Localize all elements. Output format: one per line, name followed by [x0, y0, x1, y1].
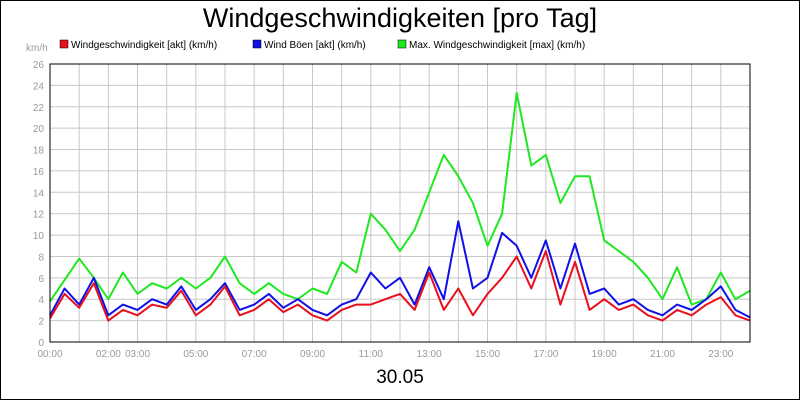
x-tick-label: 03:00 [125, 349, 150, 360]
x-tick-label: 17:00 [533, 349, 558, 360]
chart-title: Windgeschwindigkeiten [pro Tag] [202, 3, 598, 33]
series-group [49, 91, 751, 322]
y-tick-label: 2 [38, 317, 44, 328]
x-tick-label: 19:00 [592, 349, 617, 360]
legend: Windgeschwindigkeit [akt] (km/h) Wind Böe… [59, 39, 585, 51]
y-tick-label: 20 [33, 124, 45, 135]
series-line [49, 250, 751, 322]
y-tick-label: 18 [33, 146, 45, 157]
y-tick-label: 8 [38, 252, 44, 263]
date-label: 30.05 [376, 367, 424, 388]
x-tick-label: 13:00 [417, 349, 442, 360]
x-axis: 00:00 02:00 03:00 05:00 07:00 09:00 11:00 13:00… [37, 349, 733, 360]
y-tick-label: 16 [33, 167, 45, 178]
y-tick-label: 0 [38, 338, 44, 349]
x-tick-label: 07:00 [242, 349, 267, 360]
y-axis-unit-label: km/h [26, 43, 48, 54]
series-line [49, 220, 751, 319]
legend-label: Max. Windgeschwindigkeit [max] (km/h) [409, 40, 585, 51]
x-tick-label: 15:00 [475, 349, 500, 360]
y-tick-label: 14 [33, 188, 45, 199]
legend-label: Wind Böen [akt] (km/h) [264, 40, 366, 51]
y-tick-label: 22 [33, 103, 45, 114]
y-tick-label: 4 [38, 295, 44, 306]
legend-swatch [252, 39, 262, 49]
y-tick-label: 6 [38, 274, 44, 285]
x-tick-label: 02:00 [96, 349, 121, 360]
y-tick-label: 24 [33, 81, 45, 92]
x-tick-label: 00:00 [37, 349, 62, 360]
legend-swatch [59, 39, 69, 49]
plot-border [49, 63, 751, 343]
x-tick-label: 09:00 [300, 349, 325, 360]
legend-swatch [397, 39, 407, 49]
y-tick-label: 26 [33, 60, 45, 71]
x-tick-label: 11:00 [359, 349, 384, 360]
x-tick-label: 23:00 [708, 349, 733, 360]
x-tick-label: 21:00 [650, 349, 675, 360]
legend-label: Windgeschwindigkeit [akt] (km/h) [71, 40, 217, 51]
y-tick-label: 12 [33, 210, 45, 221]
series-line [49, 91, 751, 306]
y-tick-label: 10 [33, 231, 45, 242]
x-tick-label: 05:00 [183, 349, 208, 360]
